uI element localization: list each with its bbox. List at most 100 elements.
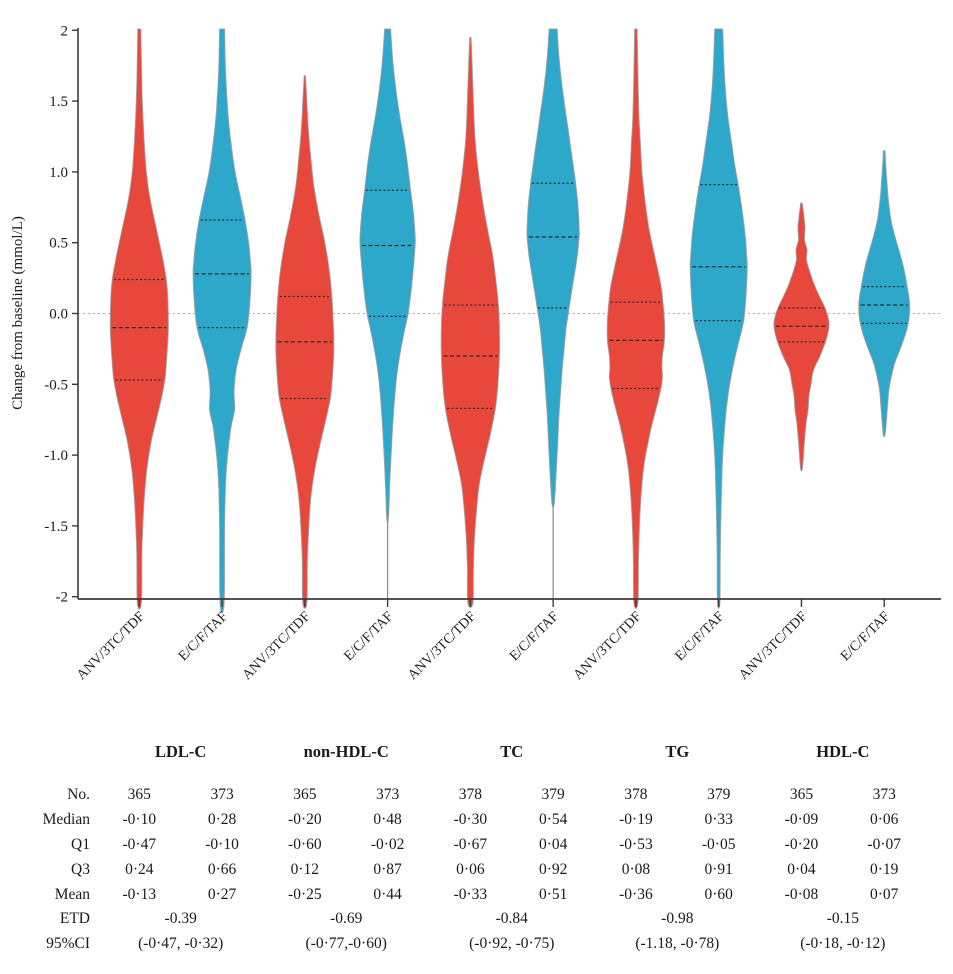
cell-LDL-C-mean-right: 0·27 bbox=[208, 886, 237, 903]
cell-non-HDL-C-q1-left: -0·60 bbox=[288, 836, 322, 853]
cell-TG-q3-left: 0·08 bbox=[622, 861, 651, 878]
cell-TC-q3-right: 0·92 bbox=[539, 861, 567, 878]
cell-non-HDL-C-ci: (-0·77,-0·60) bbox=[306, 935, 387, 952]
cell-TG-mean-left: -0·36 bbox=[619, 886, 653, 903]
cell-LDL-C-etd: -0.39 bbox=[165, 910, 198, 927]
violin-HDL-C-E-C-F-TAF bbox=[858, 150, 911, 438]
cell-TG-ci: (-1.18, -0·78) bbox=[635, 935, 719, 952]
x-tick-label: ANV/3TC/TDF bbox=[405, 609, 479, 683]
row-label-Q1: Q1 bbox=[71, 836, 90, 853]
cell-non-HDL-C-q3-right: 0·87 bbox=[373, 861, 402, 878]
violin-shape bbox=[109, 28, 169, 610]
cell-TG-no-left: 378 bbox=[624, 786, 648, 803]
cell-LDL-C-median-right: 0·28 bbox=[208, 811, 237, 828]
violin-non-HDL-C-ANV-3TC-TDF bbox=[275, 75, 335, 609]
row-label-No-: No. bbox=[67, 786, 90, 803]
y-tick-label: 2 bbox=[61, 23, 69, 39]
table-header-HDL-C: HDL-C bbox=[816, 742, 869, 761]
violin-LDL-C-E-C-F-TAF bbox=[192, 28, 252, 614]
violin-non-HDL-C-E-C-F-TAF bbox=[359, 28, 416, 599]
cell-TC-q1-right: 0·04 bbox=[539, 836, 568, 853]
y-tick-label: 0.0 bbox=[49, 307, 68, 323]
violin-shape bbox=[773, 202, 830, 472]
stats-table: No. Median Q1 Q3 Mean ETD 95%CI LDL-C 365 373 -0·1… bbox=[43, 742, 902, 952]
cell-TG-mean-right: 0·60 bbox=[704, 886, 733, 903]
violins-layer bbox=[109, 28, 911, 614]
violin-shape bbox=[689, 28, 748, 609]
violin-HDL-C-ANV-3TC-TDF bbox=[773, 202, 830, 472]
violin-shape bbox=[359, 28, 416, 524]
cell-non-HDL-C-no-right: 373 bbox=[376, 786, 400, 803]
x-tick-label: ANV/3TC/TDF bbox=[571, 609, 645, 683]
cell-TC-no-right: 379 bbox=[542, 786, 566, 803]
cell-TG-etd: -0.98 bbox=[661, 910, 694, 927]
cell-TG-q1-right: -0·05 bbox=[702, 836, 736, 853]
y-tick-label: -0.5 bbox=[44, 377, 68, 393]
x-axis-labels-layer: ANV/3TC/TDF E/C/F/TAF ANV/3TC/TDF E/C/F/TAF… bbox=[74, 609, 893, 683]
cell-HDL-C-no-right: 373 bbox=[873, 786, 897, 803]
axes-layer: 2 1.5 1.0 0.5 0.0 -0.5 -1.0 -1.5 -2 bbox=[44, 23, 941, 607]
x-tick-label: ANV/3TC/TDF bbox=[74, 609, 148, 683]
cell-HDL-C-median-left: -0·09 bbox=[785, 811, 819, 828]
x-tick-label: E/C/F/TAF bbox=[838, 609, 893, 664]
x-tick-label: E/C/F/TAF bbox=[673, 609, 728, 664]
row-label-ETD: ETD bbox=[60, 910, 90, 927]
cell-HDL-C-no-left: 365 bbox=[790, 786, 814, 803]
violin-shape bbox=[192, 28, 252, 614]
cell-TC-median-left: -0·30 bbox=[454, 811, 488, 828]
violin-TC-E-C-F-TAF bbox=[526, 28, 580, 599]
y-tick-label: -2 bbox=[56, 590, 69, 606]
cell-LDL-C-median-left: -0·10 bbox=[123, 811, 157, 828]
y-tick-label: 1.5 bbox=[49, 94, 68, 110]
violin-shape bbox=[526, 28, 580, 508]
cell-TG-no-right: 379 bbox=[707, 786, 731, 803]
table-header-non-HDL-C: non-HDL-C bbox=[304, 742, 389, 761]
cell-TC-mean-right: 0·51 bbox=[539, 886, 567, 903]
table-header-TG: TG bbox=[665, 742, 689, 761]
cell-non-HDL-C-mean-left: -0·25 bbox=[288, 886, 322, 903]
row-label-Mean: Mean bbox=[55, 886, 91, 903]
cell-TC-no-left: 378 bbox=[459, 786, 483, 803]
cell-TC-mean-left: -0·33 bbox=[454, 886, 488, 903]
y-axis-title: Change from baseline (mmol/L) bbox=[10, 216, 26, 410]
x-tick-label: ANV/3TC/TDF bbox=[240, 609, 314, 683]
cell-HDL-C-etd: -0.15 bbox=[827, 910, 860, 927]
cell-LDL-C-ci: (-0·47, -0·32) bbox=[138, 935, 223, 952]
cell-non-HDL-C-q1-right: -0·02 bbox=[371, 836, 405, 853]
cell-TC-etd: -0.84 bbox=[496, 910, 529, 927]
cell-non-HDL-C-q3-left: 0·12 bbox=[291, 861, 319, 878]
cell-LDL-C-no-left: 365 bbox=[128, 786, 152, 803]
violin-shape bbox=[858, 150, 911, 438]
cell-TG-q1-left: -0·53 bbox=[619, 836, 653, 853]
cell-non-HDL-C-median-right: 0·48 bbox=[373, 811, 402, 828]
violin-TG-E-C-F-TAF bbox=[689, 28, 748, 609]
cell-TG-median-left: -0·19 bbox=[619, 811, 653, 828]
violin-LDL-C-ANV-3TC-TDF bbox=[109, 28, 169, 610]
cell-TC-median-right: 0·54 bbox=[539, 811, 568, 828]
violin-TC-ANV-3TC-TDF bbox=[440, 36, 501, 608]
table-header-LDL-C: LDL-C bbox=[155, 742, 206, 761]
cell-HDL-C-mean-left: -0·08 bbox=[785, 886, 819, 903]
cell-LDL-C-q3-right: 0·66 bbox=[208, 861, 237, 878]
violin-shape bbox=[606, 28, 666, 609]
cell-TG-median-right: 0·33 bbox=[704, 811, 733, 828]
cell-HDL-C-q1-left: -0·20 bbox=[785, 836, 819, 853]
y-tick-label: -1.0 bbox=[44, 448, 68, 464]
x-tick-label: E/C/F/TAF bbox=[176, 609, 231, 664]
x-tick-label: E/C/F/TAF bbox=[507, 609, 562, 664]
cell-non-HDL-C-mean-right: 0·44 bbox=[373, 886, 402, 903]
cell-TC-ci: (-0·92, -0·75) bbox=[469, 935, 554, 952]
cell-non-HDL-C-etd: -0.69 bbox=[330, 910, 363, 927]
cell-non-HDL-C-median-left: -0·20 bbox=[288, 811, 322, 828]
cell-TC-q1-left: -0·67 bbox=[454, 836, 488, 853]
row-label-Q3: Q3 bbox=[71, 861, 90, 878]
violin-shape bbox=[440, 36, 501, 608]
cell-HDL-C-q3-left: 0·04 bbox=[787, 861, 816, 878]
cell-LDL-C-no-right: 373 bbox=[210, 786, 234, 803]
cell-LDL-C-q1-right: -0·10 bbox=[205, 836, 239, 853]
cell-TC-q3-left: 0·06 bbox=[456, 861, 485, 878]
row-label-95-CI: 95%CI bbox=[46, 935, 90, 952]
x-tick-label: E/C/F/TAF bbox=[342, 609, 397, 664]
